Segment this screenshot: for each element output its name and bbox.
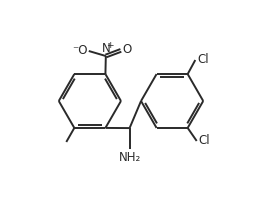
Text: N: N [102,42,111,55]
Text: Cl: Cl [197,53,209,65]
Text: ⁻O: ⁻O [72,44,88,57]
Text: Cl: Cl [198,135,210,147]
Text: +: + [106,41,114,50]
Text: NH₂: NH₂ [119,151,141,164]
Text: O: O [122,43,131,56]
